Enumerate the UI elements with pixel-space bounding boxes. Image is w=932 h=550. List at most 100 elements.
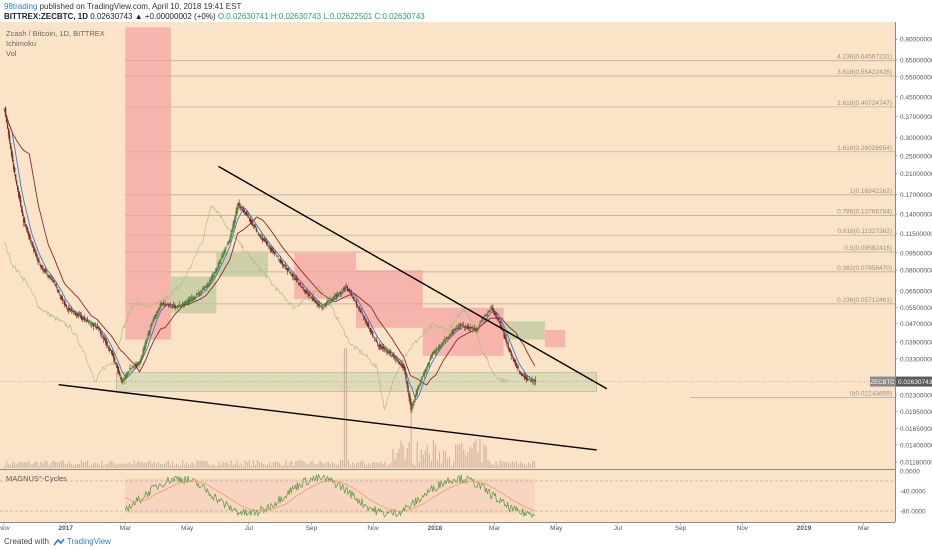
volume-bar (501, 461, 503, 468)
volume-bar (236, 460, 238, 468)
candle-body (177, 305, 180, 308)
candle-body (418, 385, 420, 387)
candle-body (322, 306, 324, 307)
candle-body (178, 304, 181, 306)
candle-body (25, 224, 27, 227)
candle-body (428, 361, 430, 365)
candle-body (5, 115, 8, 123)
volume-bar (44, 460, 46, 468)
volume-bar (378, 462, 380, 468)
trendline-lower[interactable] (58, 384, 597, 451)
volume-bar (46, 461, 48, 468)
volume-bar (353, 465, 356, 468)
candle-body (123, 378, 125, 380)
candle-body (295, 277, 297, 280)
volume-bar (242, 465, 244, 468)
volume-bar (82, 462, 85, 468)
price-tick-label: 0.14000000 (900, 211, 932, 218)
tradingview-link[interactable]: TradingView (66, 537, 111, 546)
volume-bar (432, 439, 435, 468)
oscillator-title[interactable]: MAGNUS°-Cycles (6, 474, 67, 483)
candle-body (235, 210, 237, 217)
fib-label: 1(0.16942262) (850, 188, 892, 195)
volume-bar (226, 461, 228, 468)
candle-body (222, 254, 224, 258)
trendline-upper[interactable] (218, 165, 608, 390)
volume-bar (86, 460, 89, 468)
candle-body (167, 303, 170, 305)
volume-bar (244, 460, 246, 468)
candle-body (327, 300, 329, 302)
time-axis[interactable]: Nov 2017 Mar May Jul Sep Nov 2018 Mar May Jul Sep No… (0, 522, 870, 532)
trendlines[interactable] (58, 165, 608, 451)
volume-bar (28, 461, 30, 468)
candle-body (462, 325, 465, 327)
candle-body (454, 329, 457, 331)
candle-body (37, 258, 39, 262)
volume-bar (505, 461, 507, 468)
volume-bar (287, 465, 289, 468)
price-tick-label: 0.65000000 (900, 58, 932, 65)
candle-body (317, 304, 319, 306)
candle-body (216, 268, 218, 271)
candle-body (403, 366, 405, 369)
volume-bar (402, 445, 404, 468)
volume-bar (143, 462, 145, 468)
volume-bar (159, 463, 161, 468)
close-value: 0.02630743 (382, 12, 425, 21)
candle-body (532, 380, 535, 381)
price-tick-label: 0.25000000 (900, 153, 932, 160)
candle-body (379, 344, 381, 348)
volume-bar (277, 461, 279, 468)
candle-body (181, 304, 184, 306)
author-link[interactable]: 98trading (4, 2, 38, 11)
volume-bar (232, 464, 234, 468)
candle-body (219, 260, 221, 264)
volume-bar (52, 460, 54, 468)
candle-body (170, 306, 173, 308)
volume-bar (424, 450, 426, 468)
volume-bar (281, 465, 283, 468)
candle-body (440, 344, 443, 345)
candle-body (269, 247, 272, 251)
candle-body (24, 220, 26, 224)
volume-bar (390, 462, 392, 468)
legend-vol[interactable]: Vol (6, 49, 17, 58)
volume-bar (171, 461, 174, 468)
time-tick-label: Mar (489, 525, 501, 532)
candle-body (384, 349, 386, 350)
candle-body (160, 303, 162, 306)
volume-bar (317, 463, 319, 468)
candle-body (93, 325, 96, 326)
candle-body (231, 228, 233, 233)
candle-body (519, 371, 522, 373)
candle-body (189, 300, 192, 301)
volume-bar (323, 463, 325, 468)
candle-body (514, 360, 516, 364)
candle-body (249, 218, 251, 222)
volume-bar (123, 463, 125, 468)
volume-bar (157, 462, 159, 468)
candle-body (367, 324, 370, 328)
legend-ichimoku[interactable]: Ichimoku (6, 39, 36, 48)
volume-bar (72, 465, 75, 468)
volume-bar (313, 463, 315, 468)
candle-body (335, 295, 337, 297)
fib-label: 0.618(0.11327362) (838, 228, 892, 235)
candle-body (292, 273, 294, 277)
volume-bar (380, 461, 382, 468)
fib-label: 2.618(0.40724747) (837, 100, 892, 107)
volume-bar (370, 465, 372, 468)
candle-body (49, 276, 51, 278)
price-axis[interactable]: 0.80000000 0.65000000 0.55000000 0.45000000… (895, 37, 932, 516)
volume-bar (88, 465, 91, 468)
candle-body (206, 285, 208, 288)
candle-body (4, 107, 7, 117)
volume-bar (133, 460, 135, 468)
cloud-segment (216, 252, 268, 277)
candle-body (148, 331, 150, 336)
candle-body (151, 322, 153, 326)
candle-body (493, 310, 495, 315)
candle-body (326, 301, 328, 304)
price-chart[interactable]: 4.236(0.64567231) 3.618(0.55422426) 2.618(… (0, 22, 932, 532)
